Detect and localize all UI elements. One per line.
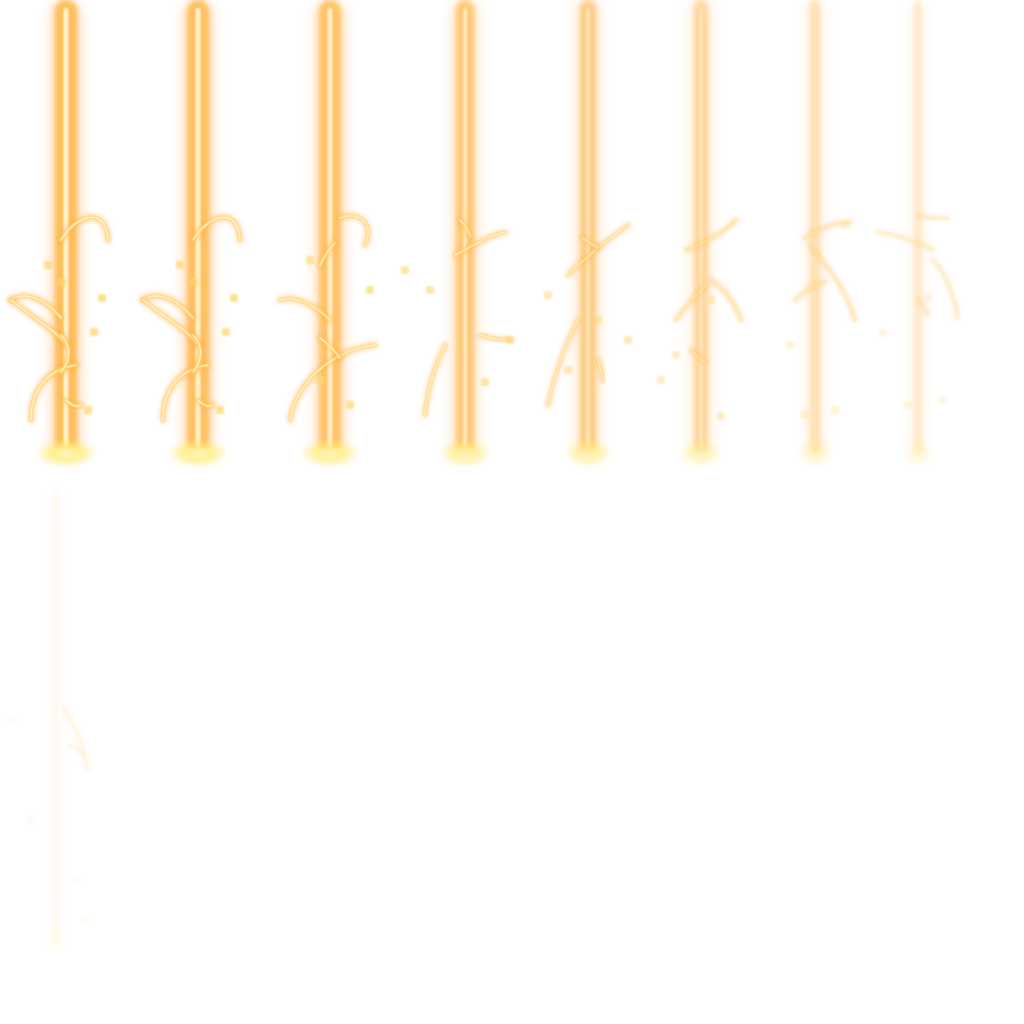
spark-dot — [506, 336, 514, 344]
base-glow — [168, 439, 228, 467]
frame-5 — [544, 0, 632, 467]
spark-dot — [98, 294, 106, 302]
spark-dot — [939, 396, 947, 404]
base-glow — [47, 924, 66, 952]
spark-dot — [831, 406, 839, 414]
frame-1 — [11, 0, 108, 467]
spark-dot — [7, 716, 15, 724]
spark-dot — [481, 378, 489, 386]
spark-glow — [711, 280, 741, 320]
frame-8 — [878, 0, 958, 467]
base-glow — [798, 439, 832, 467]
beam-core — [917, 8, 919, 447]
spark-dot — [222, 328, 230, 336]
spark-dot — [346, 401, 354, 409]
frame-7 — [786, 0, 855, 467]
spark-dot — [190, 278, 198, 286]
beam-core — [328, 8, 333, 447]
spark-dot — [401, 266, 409, 274]
base-glow — [680, 439, 723, 467]
base-glow — [439, 439, 491, 467]
spark-dot — [657, 376, 665, 384]
spark-dot — [564, 366, 572, 374]
spark-dot — [426, 286, 434, 294]
spark-dot — [594, 316, 602, 324]
frame-2 — [143, 0, 240, 467]
spark-dot — [624, 336, 632, 344]
beam-core — [56, 498, 57, 932]
spark-dot — [672, 351, 680, 359]
spark-dot — [306, 256, 314, 264]
spark-dot — [316, 376, 324, 384]
spark-dot — [90, 328, 98, 336]
spark-dot — [924, 294, 932, 302]
frame-9 — [7, 490, 90, 952]
spark-dot — [879, 329, 887, 337]
spark-dot — [84, 406, 92, 414]
base-glow — [564, 439, 611, 467]
spark-dot — [801, 411, 809, 419]
spark-dot — [717, 412, 725, 420]
spark-dot — [58, 278, 66, 286]
spark-dot — [72, 876, 80, 884]
spark-dot — [216, 406, 224, 414]
frame-4 — [401, 0, 514, 467]
spark-dot — [786, 341, 794, 349]
spark-dot — [230, 294, 238, 302]
base-glow — [300, 439, 360, 467]
beam-core — [814, 8, 816, 447]
spark-dot — [904, 401, 912, 409]
spark-dot — [27, 816, 35, 824]
frame-6 — [657, 0, 741, 467]
spark-glow — [933, 260, 958, 318]
beam-core — [699, 8, 702, 447]
spark-dot — [44, 261, 52, 269]
frame-3 — [280, 0, 375, 467]
base-glow — [904, 439, 931, 467]
spark-group — [7, 710, 90, 924]
spark-dot — [707, 296, 715, 304]
spark-dot — [841, 221, 849, 229]
beam-core — [586, 8, 590, 447]
spark-dot — [176, 261, 184, 269]
spark-dot — [82, 916, 90, 924]
base-glow — [36, 439, 96, 467]
spark-dot — [544, 291, 552, 299]
spark-dot — [366, 286, 374, 294]
